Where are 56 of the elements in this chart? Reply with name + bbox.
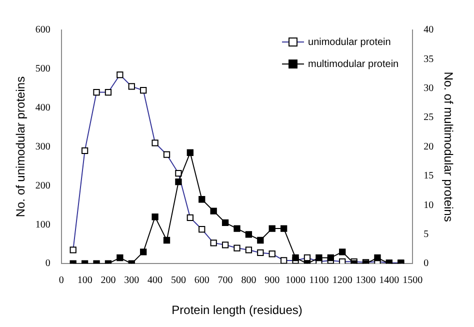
x-tick-label: 600 [194, 275, 210, 286]
point [268, 225, 276, 232]
x-tick-label: 300 [124, 275, 140, 286]
point [292, 254, 299, 262]
x-tick-label: 1100 [309, 275, 329, 286]
point [234, 225, 240, 232]
x-tick-label: 1200 [332, 275, 352, 286]
y-tick-label: 500 [35, 64, 50, 75]
x-tick-label: 1300 [356, 275, 376, 286]
legend-label: unimodular protein [308, 36, 391, 48]
y-tick-label: 300 [35, 141, 50, 152]
y2-tick-label: 15 [424, 170, 434, 182]
y-tick-label: 400 [35, 102, 50, 114]
y2-axis-title: No. of multimodular proteins [441, 72, 456, 222]
y2-tick-label: 25 [424, 112, 434, 124]
x-tick-label: 0 [58, 275, 64, 286]
point [198, 196, 206, 203]
x-tick-label: 800 [241, 275, 256, 286]
y-tick-label: 200 [35, 180, 50, 192]
legend-label: multimodular protein [308, 58, 399, 70]
x-axis-title: Protein length (residues) [172, 303, 302, 318]
y-tick-label: 600 [35, 24, 50, 36]
point [175, 178, 182, 186]
point [280, 225, 288, 232]
point [210, 208, 217, 214]
y2-tick-label: 30 [424, 83, 434, 94]
point [222, 219, 229, 226]
x-tick-label: 1000 [286, 275, 306, 286]
y2-tick-label: 20 [424, 141, 434, 152]
y2-tick-label: 10 [424, 200, 434, 211]
y2-tick-label: 0 [424, 258, 429, 270]
x-tick-label: 400 [148, 275, 163, 286]
y-tick-label: 100 [35, 219, 50, 230]
point [316, 254, 322, 262]
point [245, 231, 252, 238]
y2-tick-label: 35 [424, 54, 434, 65]
x-tick-label: 700 [218, 275, 233, 286]
x-tick-label: 1500 [402, 275, 423, 286]
y2-tick-label: 5 [424, 229, 429, 240]
point [186, 149, 194, 156]
x-tick-label: 100 [77, 275, 92, 286]
x-tick-label: 900 [264, 275, 280, 286]
point [163, 236, 170, 244]
point [152, 214, 158, 220]
y-tick-label: 0 [45, 258, 50, 270]
point [327, 254, 334, 262]
point [374, 254, 381, 262]
x-tick-label: 200 [100, 275, 116, 286]
y-axis-title: No. of unimodular proteins [14, 76, 28, 218]
point [140, 248, 147, 256]
point [339, 248, 346, 256]
x-tick-label: 500 [170, 275, 186, 286]
y2-tick-label: 40 [424, 24, 434, 36]
point [257, 236, 264, 244]
point [116, 254, 124, 262]
x-tick-label: 1400 [379, 275, 400, 286]
